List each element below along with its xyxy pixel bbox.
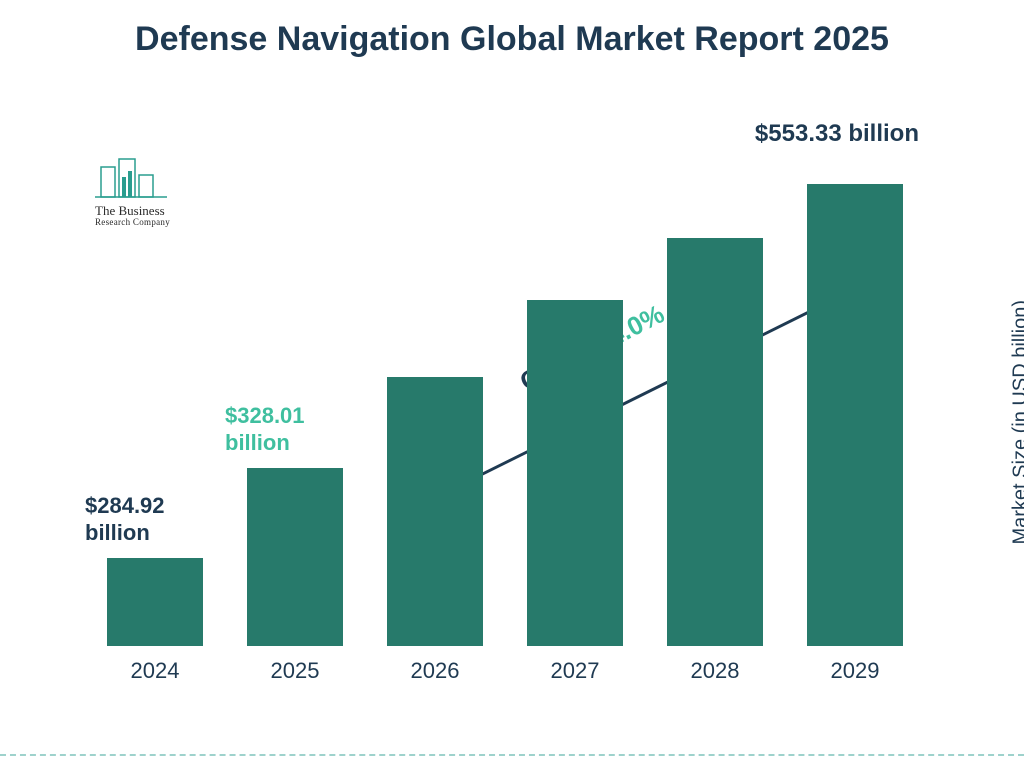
x-axis-label: 2029: [831, 658, 880, 684]
bar-chart: $553.33 billion CAGR 14.0% 2024$284.92bi…: [85, 170, 925, 690]
bar: [387, 377, 483, 646]
bar-slot: 2027: [505, 170, 645, 646]
bar-slot: 2024$284.92billion: [85, 170, 225, 646]
y-axis-label: Market Size (in USD billion): [1010, 300, 1024, 545]
bar: [247, 468, 343, 646]
bar-slot: 2028: [645, 170, 785, 646]
bar-slot: 2025$328.01billion: [225, 170, 365, 646]
chart-title: Defense Navigation Global Market Report …: [0, 18, 1024, 61]
top-value-label: $553.33 billion: [755, 120, 919, 148]
x-axis-label: 2026: [411, 658, 460, 684]
bar: [667, 238, 763, 646]
bar-slot: 2026: [365, 170, 505, 646]
bar: [807, 184, 903, 646]
bar: [527, 300, 623, 646]
x-axis-label: 2027: [551, 658, 600, 684]
bar-slot: 2029: [785, 170, 925, 646]
x-axis-label: 2025: [271, 658, 320, 684]
bottom-divider: [0, 754, 1024, 756]
chart-container: Defense Navigation Global Market Report …: [0, 0, 1024, 768]
bar-group: 2024$284.92billion2025$328.01billion2026…: [85, 170, 925, 646]
x-axis-label: 2024: [131, 658, 180, 684]
bar-value-label: $284.92billion: [85, 493, 165, 546]
x-axis-label: 2028: [691, 658, 740, 684]
bar-value-label: $328.01billion: [225, 403, 305, 456]
bar: [107, 558, 203, 646]
